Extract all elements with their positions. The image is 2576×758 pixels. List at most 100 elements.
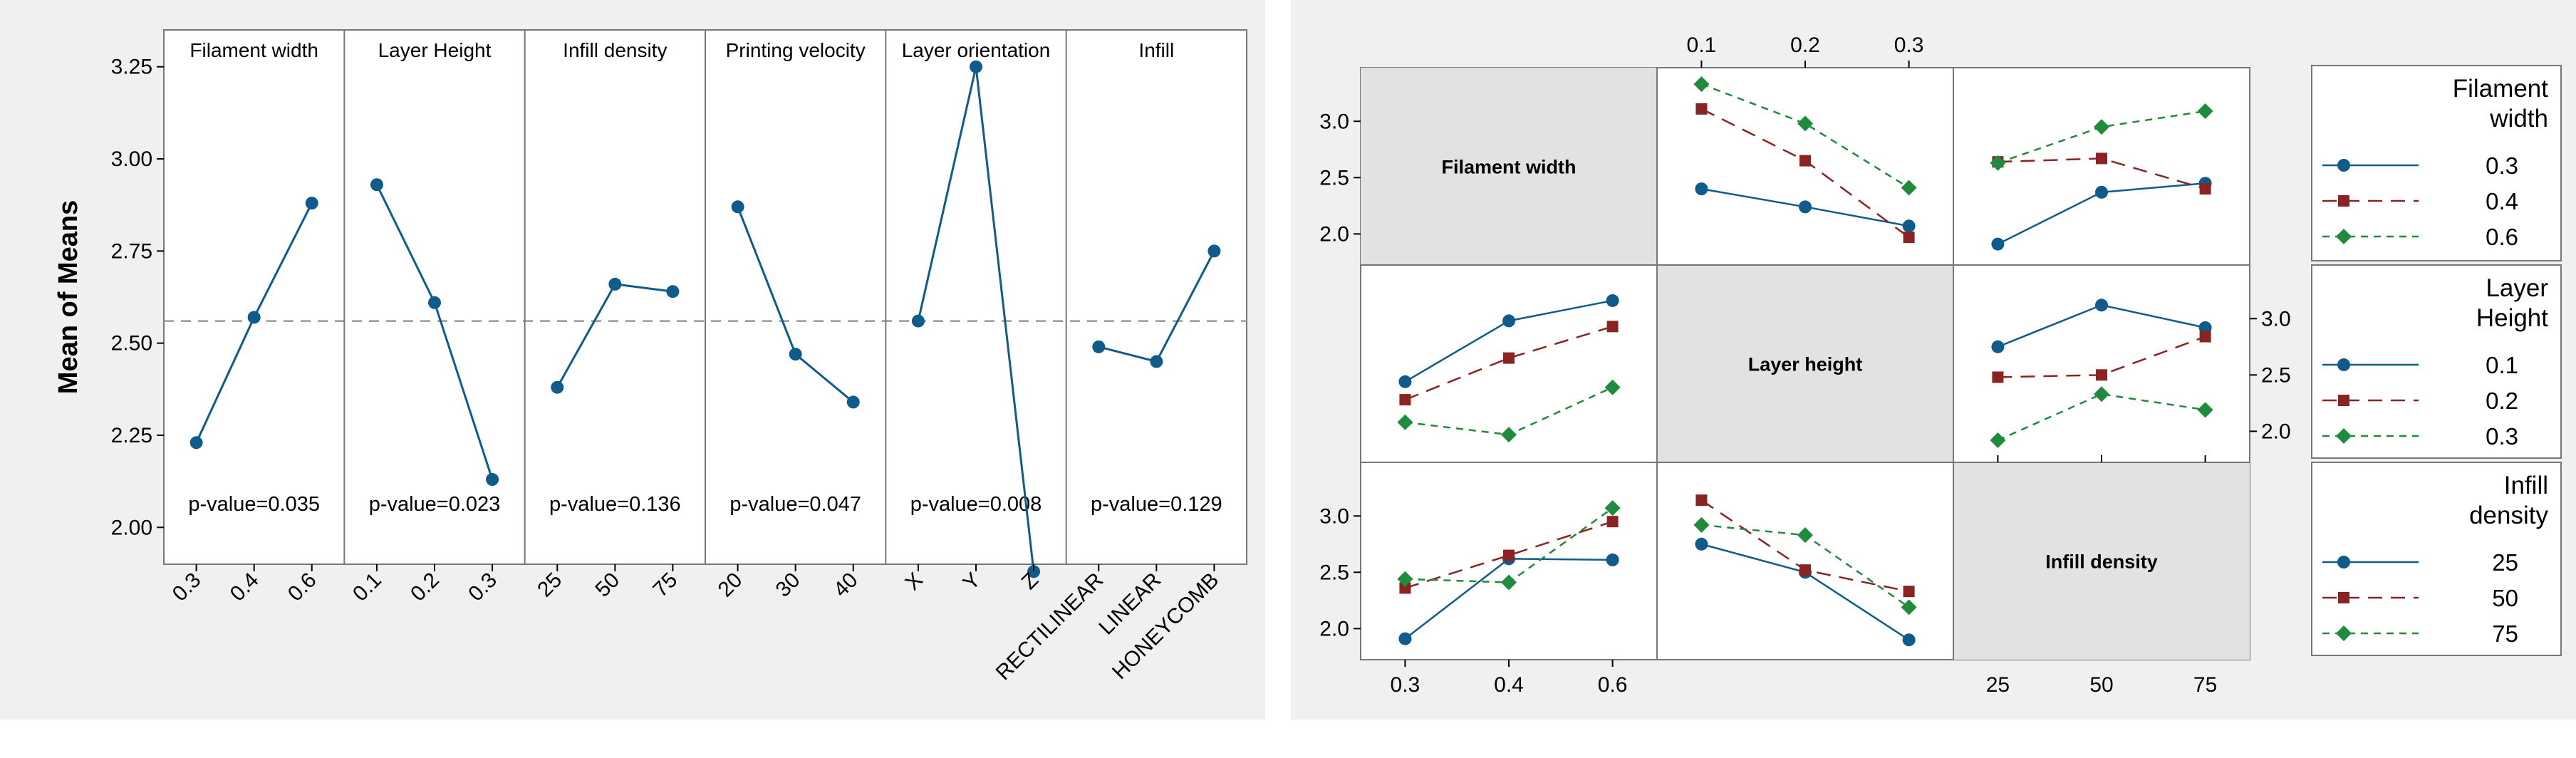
- b-ytick-label: 2.5: [1319, 166, 1349, 190]
- a-effect-point: [911, 314, 925, 328]
- b-interaction-cell: [1693, 494, 1917, 647]
- a-effect-point: [789, 348, 802, 361]
- b-legend-box: [2311, 264, 2562, 459]
- b-interaction-cell: [1990, 103, 2213, 251]
- a-effect-point: [305, 197, 318, 210]
- a-effect-point: [666, 285, 680, 298]
- b-series-point: [1797, 115, 1813, 132]
- b-series-point: [1903, 232, 1915, 244]
- b-series-point: [1398, 632, 1412, 645]
- b-legend-title: Filament: [2453, 75, 2548, 103]
- b-series-point: [1693, 516, 1710, 533]
- b-series-point: [2199, 331, 2211, 343]
- a-ytick-label: 2.00: [111, 516, 152, 539]
- b-legend-level: 0.3: [2486, 423, 2518, 450]
- b-legend: Infill density 25 50 75: [2311, 462, 2562, 656]
- b-diagonal-cell: [1361, 68, 1657, 265]
- b-series-point: [1693, 76, 1710, 93]
- b-series-line: [1997, 110, 2206, 164]
- b-series-point: [1695, 182, 1708, 196]
- b-series-point: [2197, 103, 2213, 120]
- b-xtick-label: 0.6: [1598, 673, 1628, 697]
- b-legend-swatch-marker: [2338, 395, 2349, 406]
- a-effect-point: [1150, 355, 1163, 368]
- b-series-point: [1399, 582, 1411, 594]
- panel-b-interaction-matrix: Filament width Layer height Infill density…: [1291, 0, 2576, 720]
- b-series-point: [1901, 180, 1917, 196]
- b-series-point: [1990, 432, 2006, 449]
- b-series-point: [2096, 369, 2107, 381]
- b-legend-level: 75: [2492, 621, 2518, 647]
- b-xtick-label: 50: [2089, 673, 2113, 697]
- b-legend-title: Infill: [2504, 472, 2548, 499]
- b-series-point: [1903, 586, 1915, 598]
- b-legend-level: 0.6: [2486, 224, 2518, 250]
- a-p-value: p-value=0.047: [729, 493, 861, 516]
- b-legend-swatch-marker: [2338, 195, 2349, 207]
- b-series-point: [1501, 427, 1517, 443]
- a-factor-title: Layer Height: [378, 39, 492, 61]
- a-ytick-label: 2.25: [111, 424, 152, 447]
- b-series-point: [1397, 571, 1413, 587]
- b-diagonal-cell: [1953, 462, 2250, 660]
- b-ytick-label: 2.0: [1319, 222, 1349, 246]
- b-legend-level: 0.3: [2486, 152, 2518, 179]
- b-series-point: [1606, 553, 1619, 566]
- b-ytick-label: 2.5: [1319, 561, 1349, 584]
- b-series-line: [1405, 520, 1613, 589]
- b-xtick-label: 0.3: [1391, 673, 1421, 697]
- b-series-point: [1991, 237, 2005, 251]
- b-series-point: [2094, 119, 2109, 135]
- b-diagonal-label: Infill density: [2045, 551, 2158, 573]
- a-p-value: p-value=0.008: [910, 493, 1042, 516]
- b-diagonal-cell: [1657, 265, 1953, 462]
- b-ytick-label: 3.0: [2261, 307, 2291, 331]
- b-series-line: [1404, 326, 1613, 401]
- b-series-point: [1606, 321, 1619, 333]
- b-series-point: [2197, 402, 2213, 418]
- b-series-point: [1503, 352, 1515, 364]
- a-p-value: p-value=0.035: [188, 493, 320, 516]
- b-legend-level: 0.4: [2486, 188, 2518, 214]
- a-effect-point: [846, 395, 860, 409]
- b-series-point: [1799, 155, 1811, 167]
- a-factor-title: Filament width: [189, 39, 318, 61]
- b-legend-box: [2311, 65, 2562, 261]
- b-series-point: [1604, 500, 1621, 516]
- b-series-point: [1902, 219, 1916, 233]
- b-xtick-label: 0.1: [1687, 33, 1717, 57]
- a-effect-point: [1027, 565, 1041, 578]
- panel-a-main-effects: 2.00 2.25 2.50 2.75 3.00 3.25 Mean of Means Fil…: [0, 0, 1265, 720]
- a-effect-point: [1092, 340, 1106, 353]
- a-effect-point: [247, 311, 261, 324]
- a-effect-point: [970, 60, 982, 73]
- b-legend-swatch-marker: [2337, 556, 2350, 568]
- b-interaction-cell: [1397, 500, 1621, 645]
- b-series-point: [1991, 340, 2005, 353]
- b-ytick-label: 2.0: [1319, 617, 1349, 640]
- b-legend-level: 25: [2492, 549, 2518, 576]
- a-p-value: p-value=0.136: [549, 493, 681, 516]
- b-series-point: [2094, 386, 2109, 403]
- b-legend-swatch-marker: [2336, 625, 2352, 641]
- b-series-point: [1398, 375, 1412, 388]
- b-legend-title: Height: [2476, 304, 2548, 332]
- b-series-point: [2095, 298, 2108, 312]
- a-effect-point: [731, 200, 744, 214]
- a-p-value: p-value=0.129: [1091, 493, 1222, 516]
- b-interaction-cell: [1693, 76, 1917, 244]
- b-legend-title: density: [2469, 502, 2548, 529]
- b-series-point: [2096, 152, 2107, 165]
- b-legend-title: width: [2489, 105, 2548, 133]
- b-legend-swatch-marker: [2337, 159, 2350, 172]
- b-series-line: [1997, 393, 2206, 442]
- b-series-point: [1990, 155, 2006, 171]
- b-series-point: [1695, 494, 1708, 507]
- b-xtick-label: 25: [1986, 673, 2010, 697]
- b-legend-level: 0.1: [2486, 352, 2518, 378]
- b-ytick-label: 3.0: [1319, 110, 1349, 133]
- b-series-point: [1604, 379, 1621, 395]
- b-ytick-label: 3.0: [1319, 504, 1349, 528]
